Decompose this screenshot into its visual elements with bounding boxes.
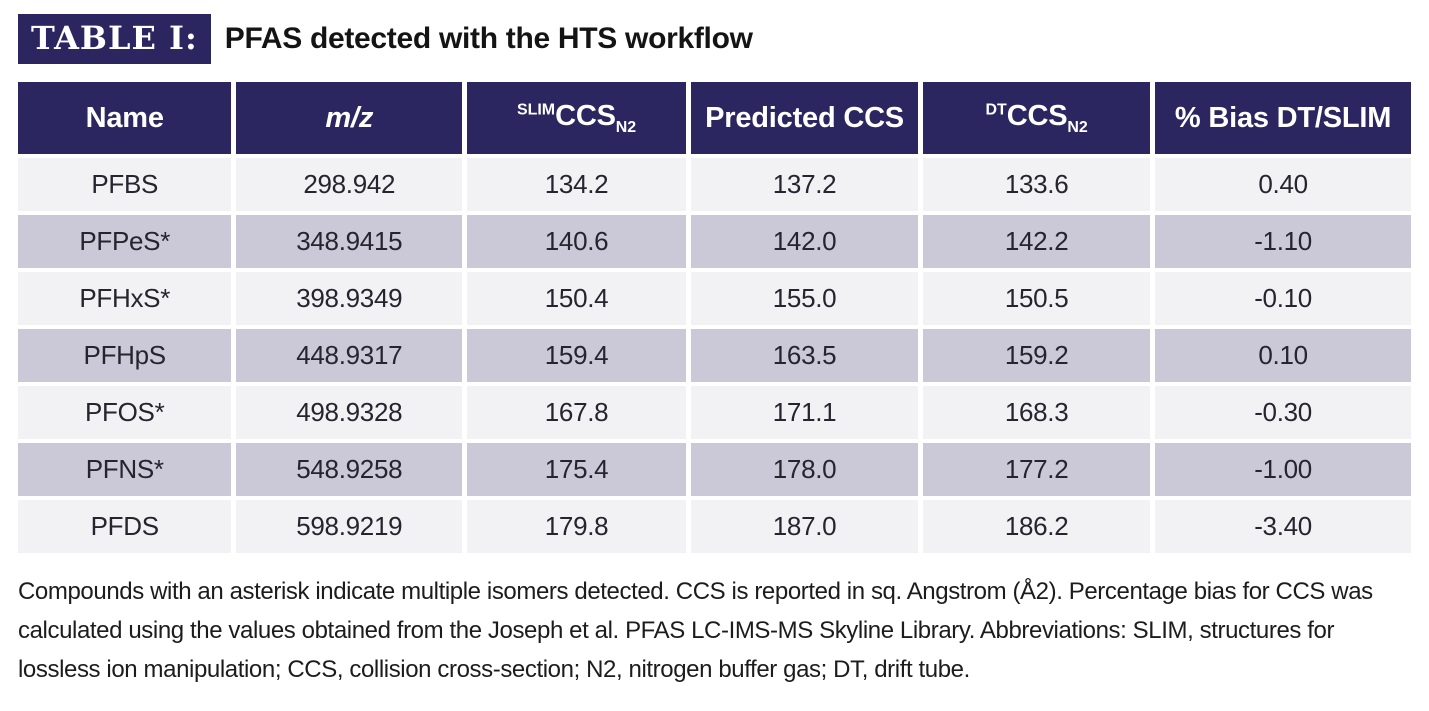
table-cell: 298.942 bbox=[236, 158, 463, 211]
table-cell: -0.30 bbox=[1155, 386, 1411, 439]
table-cell: 150.5 bbox=[923, 272, 1151, 325]
table-cell: 142.2 bbox=[923, 215, 1151, 268]
table-cell: 137.2 bbox=[691, 158, 919, 211]
table-cell: 163.5 bbox=[691, 329, 919, 382]
table-row: PFOS* 498.9328 167.8 171.1 168.3 -0.30 bbox=[18, 386, 1411, 439]
table-cell: 140.6 bbox=[467, 215, 686, 268]
col-header-slim-ccs-sup: SLIM bbox=[517, 100, 556, 118]
table-cell: -0.10 bbox=[1155, 272, 1411, 325]
table-cell: 142.0 bbox=[691, 215, 919, 268]
table-cell: 133.6 bbox=[923, 158, 1151, 211]
table-cell: 171.1 bbox=[691, 386, 919, 439]
table-cell: 155.0 bbox=[691, 272, 919, 325]
table-cell: 548.9258 bbox=[236, 443, 463, 496]
table-row: PFNS* 548.9258 175.4 178.0 177.2 -1.00 bbox=[18, 443, 1411, 496]
col-header-predicted-ccs: Predicted CCS bbox=[691, 82, 919, 154]
table-cell: 498.9328 bbox=[236, 386, 463, 439]
col-header-slim-ccs: SLIMCCSN2 bbox=[467, 82, 686, 154]
table-cell: 398.9349 bbox=[236, 272, 463, 325]
col-header-slim-ccs-sub: N2 bbox=[615, 118, 637, 136]
table-cell: 159.4 bbox=[467, 329, 686, 382]
table-cell: PFHpS bbox=[18, 329, 232, 382]
table-row: PFDS 598.9219 179.8 187.0 186.2 -3.40 bbox=[18, 500, 1411, 553]
table-cell: 348.9415 bbox=[236, 215, 463, 268]
table-footnote: Compounds with an asterisk indicate mult… bbox=[18, 578, 1373, 683]
table-title: PFAS detected with the HTS workflow bbox=[224, 22, 753, 55]
table-cell: 178.0 bbox=[691, 443, 919, 496]
table-cell: PFBS bbox=[18, 158, 232, 211]
table-cell: PFNS* bbox=[18, 443, 232, 496]
figure-title-row: TABLE I: PFAS detected with the HTS work… bbox=[18, 14, 1416, 64]
table-cell: 175.4 bbox=[467, 443, 686, 496]
col-header-predicted-ccs-label: Predicted CCS bbox=[705, 101, 904, 134]
col-header-mz-label: m/z bbox=[325, 101, 374, 134]
table-row: PFHpS 448.9317 159.4 163.5 159.2 0.10 bbox=[18, 329, 1411, 382]
table-header-row: Name m/z SLIMCCSN2 Predicted CCS DTCCSN2… bbox=[18, 82, 1411, 154]
col-header-mz: m/z bbox=[236, 82, 463, 154]
table-cell: -1.00 bbox=[1155, 443, 1411, 496]
col-header-bias-label: % Bias DT/SLIM bbox=[1174, 101, 1392, 134]
table-cell: 0.10 bbox=[1155, 329, 1411, 382]
col-header-dt-ccs: DTCCSN2 bbox=[923, 82, 1151, 154]
table-cell: 187.0 bbox=[691, 500, 919, 553]
table-cell: 448.9317 bbox=[236, 329, 463, 382]
table-cell: 179.8 bbox=[467, 500, 686, 553]
table-cell: 159.2 bbox=[923, 329, 1151, 382]
table-cell: PFHxS* bbox=[18, 272, 232, 325]
table-label-badge: TABLE I: bbox=[18, 14, 211, 64]
table-cell: 186.2 bbox=[923, 500, 1151, 553]
table-cell: 168.3 bbox=[923, 386, 1151, 439]
table-cell: -1.10 bbox=[1155, 215, 1411, 268]
col-header-dt-ccs-sup: DT bbox=[985, 100, 1007, 118]
pfas-table: Name m/z SLIMCCSN2 Predicted CCS DTCCSN2… bbox=[13, 78, 1416, 557]
table-row: PFPeS* 348.9415 140.6 142.0 142.2 -1.10 bbox=[18, 215, 1411, 268]
table-cell: PFPeS* bbox=[18, 215, 232, 268]
table-cell: 0.40 bbox=[1155, 158, 1411, 211]
col-header-name-label: Name bbox=[85, 101, 164, 134]
table-cell: 134.2 bbox=[467, 158, 686, 211]
col-header-slim-ccs-label: CCS bbox=[555, 99, 616, 132]
table-row: PFBS 298.942 134.2 137.2 133.6 0.40 bbox=[18, 158, 1411, 211]
table-cell: PFOS* bbox=[18, 386, 232, 439]
col-header-dt-ccs-sub: N2 bbox=[1067, 118, 1088, 136]
col-header-name: Name bbox=[18, 82, 232, 154]
table-cell: -3.40 bbox=[1155, 500, 1411, 553]
table-cell: PFDS bbox=[18, 500, 232, 553]
table-cell: 167.8 bbox=[467, 386, 686, 439]
col-header-dt-ccs-label: CCS bbox=[1006, 99, 1068, 132]
table-row: PFHxS* 398.9349 150.4 155.0 150.5 -0.10 bbox=[18, 272, 1411, 325]
table-cell: 150.4 bbox=[467, 272, 686, 325]
table-body: PFBS 298.942 134.2 137.2 133.6 0.40 PFPeS* 348.… bbox=[18, 158, 1411, 553]
table-cell: 598.9219 bbox=[236, 500, 463, 553]
table-cell: 177.2 bbox=[923, 443, 1151, 496]
col-header-bias: % Bias DT/SLIM bbox=[1155, 82, 1411, 154]
